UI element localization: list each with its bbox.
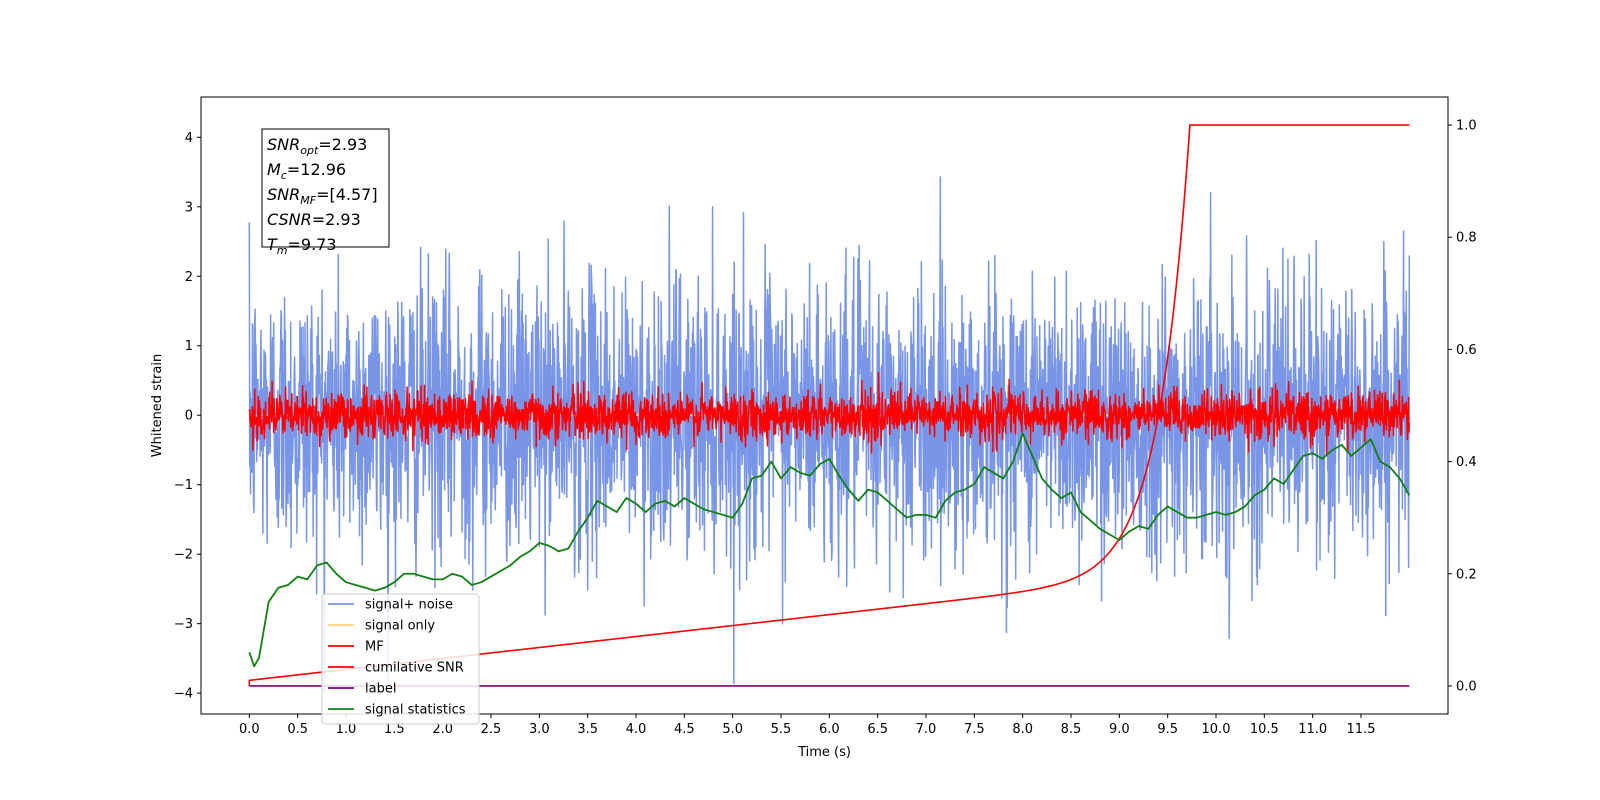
info-line: Tm=9.73 (267, 235, 337, 257)
y-axis: 4 3 2 1 0 −1 −2 −3 −4 (174, 131, 201, 702)
info-line: SNRopt=2.93 (267, 135, 367, 157)
y-tick-label: 2 (185, 270, 193, 285)
x-tick-label: 9.5 (1157, 722, 1178, 737)
y2-tick-label: 0.2 (1456, 567, 1477, 582)
series-line (248, 371, 1411, 457)
x-tick-label: 11.0 (1298, 722, 1327, 737)
x-axis: 0.0 0.5 1.0 1.5 2.0 2.5 3.0 3.5 4.0 4.5 5.0 5.5 6.0 6… (239, 714, 1375, 737)
legend-label: MF (365, 640, 384, 655)
y-tick-label: 1 (185, 339, 193, 354)
series-line (248, 432, 1411, 668)
x-tick-label: 11.5 (1347, 722, 1376, 737)
x-tick-label: 0.0 (239, 722, 260, 737)
y2-tick-label: 0.0 (1456, 679, 1477, 694)
x-tick-label: 7.0 (916, 722, 937, 737)
x-tick-label: 8.5 (1061, 722, 1082, 737)
info-line: SNRMF=[4.57] (267, 185, 378, 207)
x-tick-label: 3.5 (577, 722, 598, 737)
x-tick-label: 5.5 (771, 722, 792, 737)
x-tick-label: 6.0 (819, 722, 840, 737)
x-tick-label: 1.5 (384, 722, 405, 737)
legend-label: signal+ noise (365, 598, 453, 613)
x-tick-label: 4.0 (626, 722, 647, 737)
plot-frame (200, 96, 1449, 715)
y2-tick-label: 0.4 (1456, 455, 1477, 470)
x-tick-label: 4.5 (674, 722, 695, 737)
info-box: SNRopt=2.93 Mc=12.96 SNRMF=[4.57] CSNR=2.93… (261, 128, 390, 257)
x-tick-label: 2.5 (481, 722, 502, 737)
x-tick-label: 1.0 (336, 722, 357, 737)
y-tick-label: −4 (174, 687, 193, 702)
legend-frame (321, 593, 480, 725)
y-tick-label: −3 (174, 617, 193, 632)
y-tick-label: 3 (185, 200, 193, 215)
series-line (248, 176, 1411, 694)
y-tick-label: −1 (174, 478, 193, 493)
x-tick-label: 10.5 (1250, 722, 1279, 737)
x-tick-label: 5.0 (722, 722, 743, 737)
y-tick-label: 4 (185, 131, 193, 146)
y2-tick-label: 1.0 (1456, 119, 1477, 134)
y2-axis: 1.0 0.8 0.6 0.4 0.2 0.0 (1448, 119, 1477, 694)
x-tick-label: 8.0 (1012, 722, 1033, 737)
x-axis-label: Time (s) (797, 745, 851, 760)
legend-label: cumilative SNR (365, 661, 464, 676)
info-box-frame (261, 128, 390, 248)
legend: signal+ noise signal only MF cumilative SNR… (321, 593, 480, 725)
y2-tick-label: 0.8 (1456, 231, 1477, 246)
x-tick-label: 2.0 (432, 722, 453, 737)
y-tick-label: 0 (185, 409, 193, 424)
legend-label: signal statistics (365, 703, 466, 718)
x-tick-label: 9.0 (1109, 722, 1130, 737)
x-tick-label: 3.0 (529, 722, 550, 737)
y-tick-label: −2 (174, 548, 193, 563)
y-axis-label: Whitened strain (150, 354, 165, 457)
x-tick-label: 0.5 (287, 722, 308, 737)
info-line: CSNR=2.93 (267, 210, 361, 229)
x-tick-label: 7.5 (964, 722, 985, 737)
legend-label: signal only (365, 619, 435, 634)
legend-label: label (365, 682, 396, 697)
info-line: Mc=12.96 (267, 160, 346, 182)
x-tick-label: 6.5 (867, 722, 888, 737)
x-tick-label: 10.0 (1202, 722, 1231, 737)
y2-tick-label: 0.6 (1456, 343, 1477, 358)
